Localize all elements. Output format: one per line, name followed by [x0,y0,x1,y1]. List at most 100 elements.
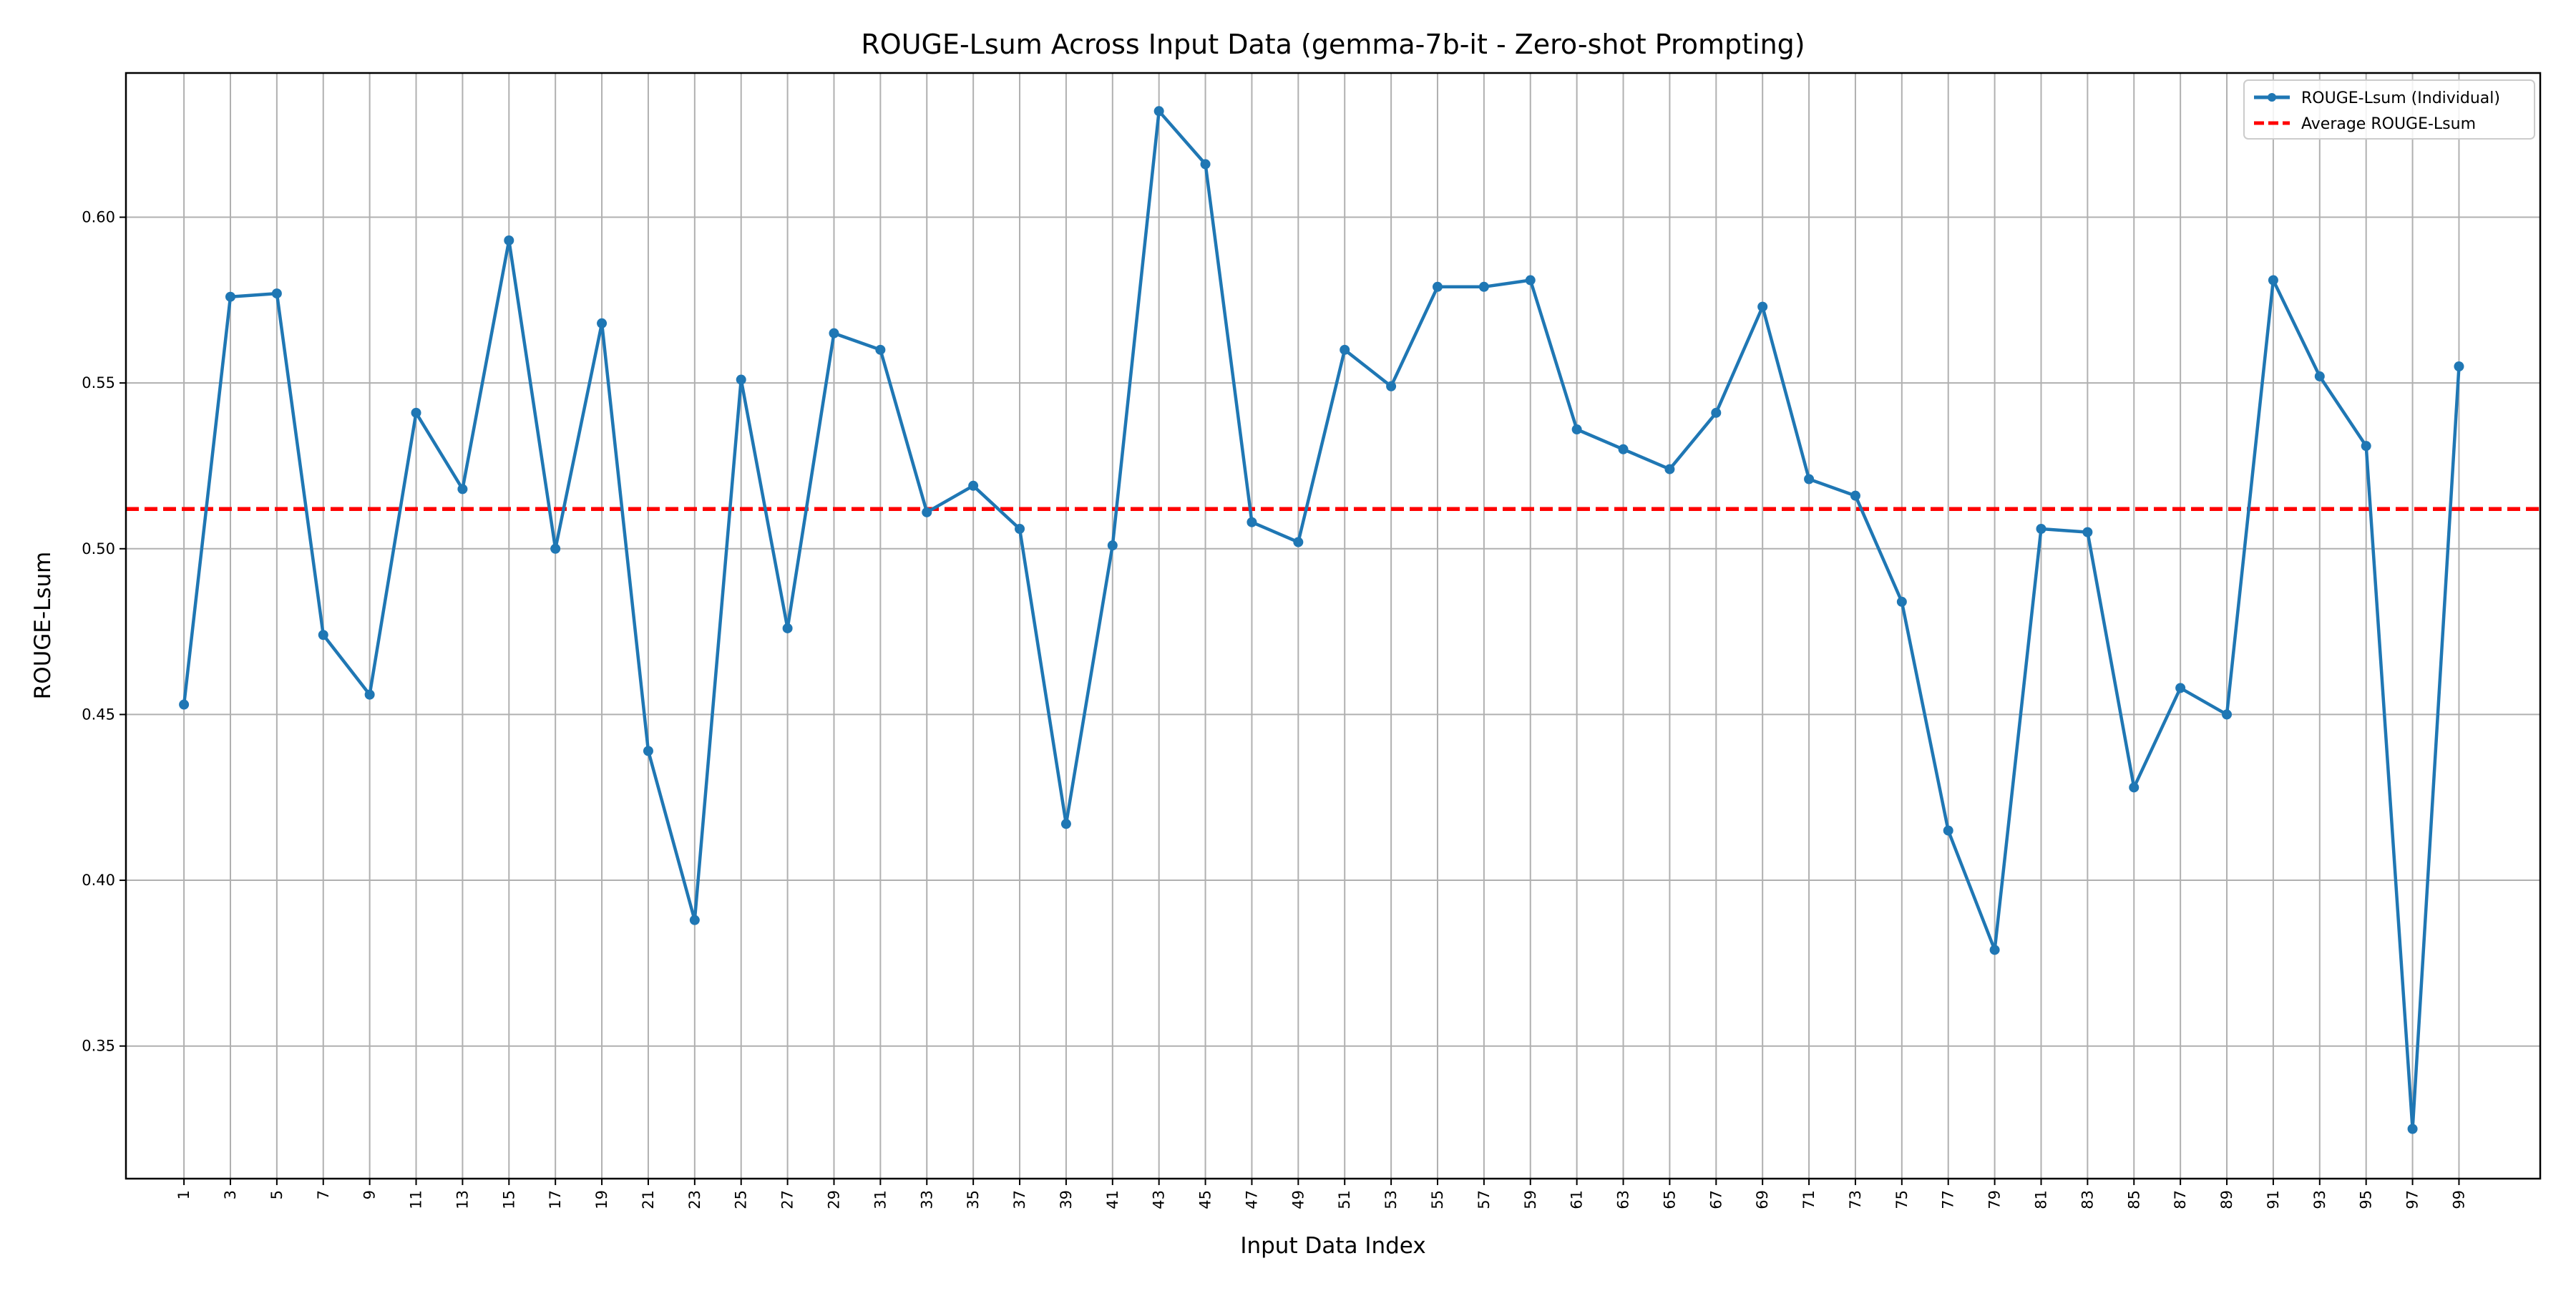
x-tick-label: 99 [2450,1190,2467,1209]
x-tick-label: 89 [2218,1190,2235,1209]
chart-title: ROUGE-Lsum Across Input Data (gemma-7b-i… [861,29,1805,60]
x-tick-label: 3 [222,1190,239,1199]
x-axis-ticks: 1 3 5 7 9 11 13 15 17 19 21 23 25 27 29 31 33 35 37 39 41 43 4… [175,1179,2467,1209]
y-tick-label: 0.50 [82,540,115,557]
x-tick-label: 85 [2125,1190,2142,1209]
x-tick-label: 47 [1243,1190,1260,1209]
data-point [179,699,190,710]
x-tick-label: 33 [918,1190,935,1209]
data-point [1664,464,1675,474]
data-point [597,318,608,328]
x-tick-label: 45 [1197,1190,1214,1209]
data-point [2454,361,2464,371]
data-point [1711,407,1722,418]
data-point [1107,540,1118,551]
x-tick-label: 57 [1475,1190,1493,1209]
data-point [968,480,979,491]
data-point [1943,825,1953,836]
data-point [318,630,328,640]
data-point [875,344,886,355]
y-tick-label: 0.55 [82,374,115,391]
x-tick-label: 31 [872,1190,889,1209]
x-tick-label: 53 [1382,1190,1400,1209]
data-point [1478,281,1489,292]
x-tick-label: 83 [2079,1190,2096,1209]
data-point [2082,527,2093,537]
data-point [1340,344,1350,355]
data-point [550,543,561,554]
x-tick-label: 43 [1151,1190,1168,1209]
data-point [1618,444,1629,454]
x-tick-label: 67 [1707,1190,1724,1209]
data-point [1060,819,1071,829]
x-tick-label: 75 [1893,1190,1911,1209]
x-tick-label: 13 [454,1190,471,1209]
data-point [2222,709,2233,720]
data-point [457,484,468,495]
legend: ROUGE-Lsum (Individual) Average ROUGE-Ls… [2243,79,2535,140]
data-point [1293,537,1304,547]
x-tick-label: 95 [2358,1190,2375,1209]
data-point [225,291,235,302]
y-tick-label: 0.40 [82,872,115,889]
data-point [2268,275,2278,286]
y-tick-label: 0.35 [82,1038,115,1055]
y-tick-label: 0.45 [82,706,115,723]
data-point [2129,782,2140,793]
x-tick-label: 79 [1986,1190,2004,1209]
data-point [1757,301,1768,312]
x-tick-label: 59 [1522,1190,1539,1209]
data-point [364,689,375,700]
legend-box [2243,79,2535,140]
x-tick-label: 69 [1754,1190,1771,1209]
plot-frame [125,72,2542,1180]
data-point [504,235,514,245]
data-point [411,407,421,418]
x-tick-label: 63 [1615,1190,1632,1209]
data-point [2407,1124,2418,1134]
x-tick-label: 1 [175,1190,192,1199]
x-tick-label: 87 [2172,1190,2189,1209]
x-tick-label: 41 [1104,1190,1121,1209]
x-tick-label: 49 [1289,1190,1307,1209]
x-tick-label: 73 [1847,1190,1864,1209]
series-line-individual [182,109,2461,1131]
x-tick-label: 97 [2404,1190,2421,1209]
y-axis-label: ROUGE-Lsum [30,552,56,700]
grid-lines [126,73,2540,1179]
x-tick-label: 61 [1568,1190,1586,1209]
x-tick-label: 51 [1336,1190,1353,1209]
data-point [689,915,700,925]
x-axis-label: Input Data Index [1240,1233,1425,1259]
x-tick-label: 55 [1429,1190,1446,1209]
data-point [1153,106,1164,117]
x-tick-label: 21 [640,1190,657,1209]
data-point [1525,275,1536,286]
x-tick-label: 71 [1800,1190,1818,1209]
x-tick-label: 65 [1661,1190,1678,1209]
x-tick-label: 91 [2265,1190,2282,1209]
x-tick-label: 11 [408,1190,425,1209]
x-tick-label: 7 [315,1190,332,1199]
x-tick-label: 39 [1058,1190,1075,1209]
data-point [736,374,746,385]
data-point [2361,441,2371,452]
x-tick-label: 23 [686,1190,703,1209]
x-tick-label: 93 [2311,1190,2328,1209]
x-tick-label: 81 [2032,1190,2049,1209]
legend-label-average: Average ROUGE-Lsum [2301,115,2476,133]
data-point [782,623,793,633]
data-point [1015,523,1025,534]
data-point [1246,517,1257,527]
legend-label-individual: ROUGE-Lsum (Individual) [2301,89,2500,107]
x-tick-label: 15 [500,1190,517,1209]
x-tick-label: 19 [593,1190,610,1209]
x-tick-label: 35 [965,1190,982,1209]
data-point [1804,474,1815,484]
data-point [829,328,839,338]
data-point [1989,945,2000,955]
x-tick-label: 17 [547,1190,564,1209]
data-point [1386,381,1397,391]
